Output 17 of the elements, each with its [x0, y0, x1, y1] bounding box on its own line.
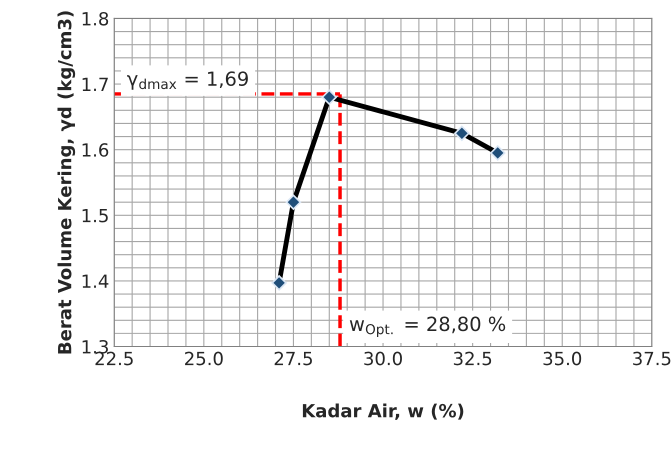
- y-axis-title: Berat Volume Kering, γd (kg/cm3): [57, 11, 76, 354]
- y-tick-label: 1.7: [82, 78, 108, 91]
- y-tick-label: 1.5: [82, 208, 108, 222]
- y-tick-label: 1.4: [82, 274, 108, 288]
- ref-line-label: w$_{Opt.}$ = 28,80 %: [350, 316, 506, 337]
- ref-line-label: γ$_{dmax}$ = 1,69: [127, 71, 248, 90]
- x-tick-label: 32.5: [454, 352, 492, 366]
- x-tick-label: 22.5: [95, 352, 133, 366]
- y-tick-label: 1.3: [82, 340, 108, 354]
- x-tick-label: 25.0: [185, 352, 223, 366]
- x-tick-label: 30.0: [364, 352, 402, 366]
- x-tick-label: 37.5: [633, 352, 670, 366]
- x-axis-title: Kadar Air, w (%): [302, 404, 464, 420]
- y-tick-label: 1.6: [82, 143, 108, 157]
- x-tick-label: 27.5: [274, 352, 312, 366]
- x-tick-label: 35.0: [544, 352, 582, 366]
- y-tick-label: 1.8: [82, 12, 108, 26]
